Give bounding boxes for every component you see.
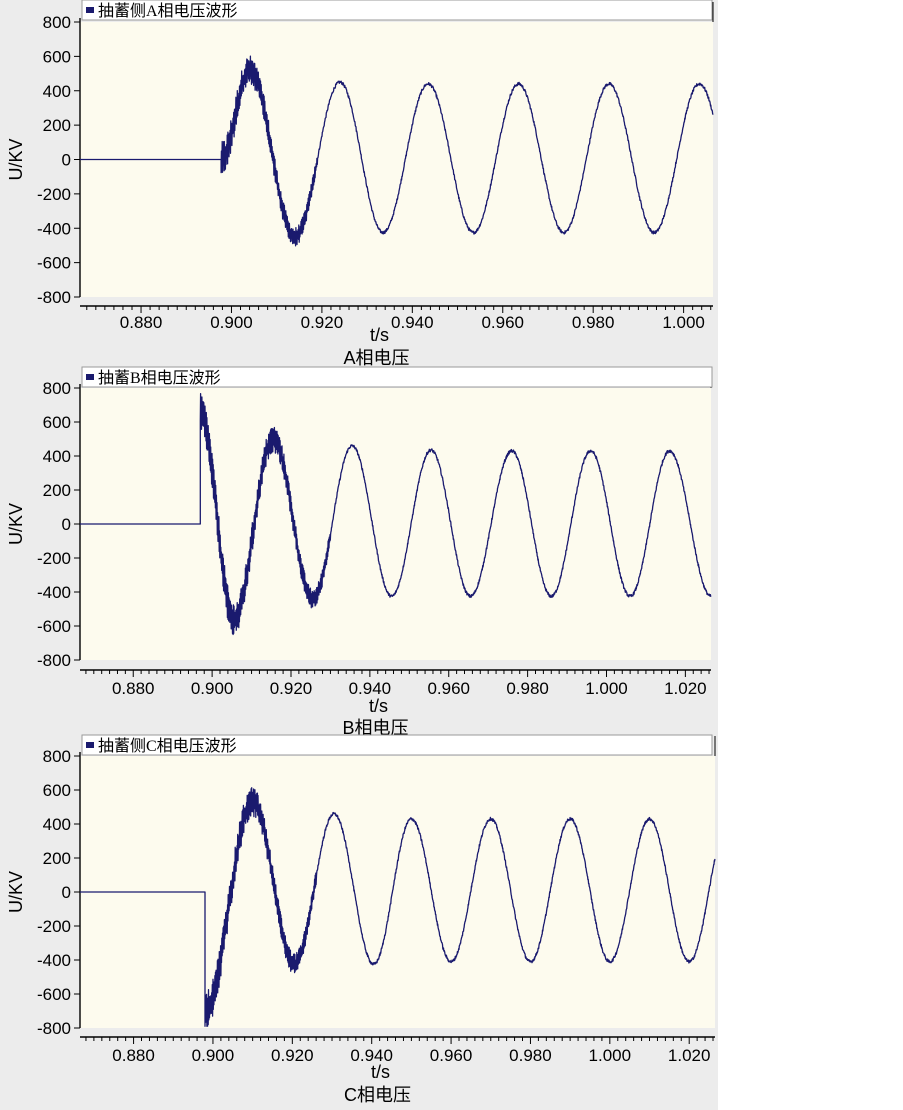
x-tick-label: 1.000 <box>589 1046 632 1065</box>
y-tick-label: -400 <box>37 583 71 602</box>
x-tick-label: 0.920 <box>301 313 344 332</box>
chart-panel-3: 800 600 400 200 0 -200 -400 -600 -800 0.880 0.900 0… <box>0 734 718 1110</box>
x-tick-label: 0.880 <box>112 679 155 698</box>
legend-swatch <box>86 374 94 380</box>
legend-frame <box>81 0 713 21</box>
y-axis-title: U/KV <box>6 503 26 545</box>
x-tick-label: 0.900 <box>191 679 234 698</box>
legend-swatch <box>86 7 94 13</box>
y-tick-label: -800 <box>37 288 71 307</box>
y-tick-label: 600 <box>43 413 71 432</box>
y-tick-label: 800 <box>43 13 71 32</box>
x-tick-label: 0.940 <box>349 679 392 698</box>
y-tick-label: 800 <box>43 747 71 766</box>
x-tick-label: 0.920 <box>271 1046 314 1065</box>
y-axis-title: U/KV <box>6 871 26 913</box>
legend-label: 抽蓄B相电压波形 <box>98 369 221 387</box>
y-axis-title: U/KV <box>6 138 26 180</box>
chart-caption: A相电压 <box>343 348 409 368</box>
x-tick-label: 0.980 <box>572 313 615 332</box>
x-tick-label: 0.920 <box>270 679 313 698</box>
chart-panel-2: 800 600 400 200 0 -200 -400 -600 -800 0.880 0.900 0… <box>0 366 718 738</box>
y-tick-label: -800 <box>37 1019 71 1038</box>
x-tick-label: 1.000 <box>662 313 705 332</box>
y-tick-label: 0 <box>62 515 71 534</box>
x-tick-label: 0.960 <box>481 313 524 332</box>
y-tick-label: -800 <box>37 651 71 670</box>
y-tick-label: -200 <box>37 549 71 568</box>
legend-swatch <box>86 742 94 748</box>
x-tick-label: 0.880 <box>112 1046 155 1065</box>
x-tick-label: 0.960 <box>427 679 470 698</box>
y-tick-label: 600 <box>43 781 71 800</box>
y-tick-label: -200 <box>37 917 71 936</box>
x-axis-title: t/s <box>370 325 389 345</box>
x-tick-label: 0.980 <box>506 679 549 698</box>
legend-frame <box>81 734 713 756</box>
y-tick-label: -400 <box>37 951 71 970</box>
voltage-series-line <box>80 393 712 636</box>
y-tick-label: -400 <box>37 219 71 238</box>
y-tick-label: -200 <box>37 185 71 204</box>
legend-label: 抽蓄侧A相电压波形 <box>98 2 238 20</box>
y-tick-label: 600 <box>43 47 71 66</box>
y-tick-label: -600 <box>37 254 71 273</box>
y-tick-label: -600 <box>37 617 71 636</box>
chart-caption: C相电压 <box>344 1085 411 1105</box>
x-tick-label: 0.900 <box>192 1046 235 1065</box>
x-tick-label: 0.960 <box>430 1046 473 1065</box>
x-axis-title: t/s <box>371 1062 390 1082</box>
y-tick-label: -600 <box>37 985 71 1004</box>
x-axis-title: t/s <box>369 696 388 716</box>
y-tick-label: 0 <box>62 151 71 170</box>
voltage-series-line <box>80 55 714 247</box>
x-tick-label: 0.940 <box>391 313 434 332</box>
chart-caption: B相电压 <box>342 718 408 738</box>
legend-frame <box>81 366 713 388</box>
x-tick-label: 0.980 <box>509 1046 552 1065</box>
y-tick-label: 400 <box>43 815 71 834</box>
x-tick-label: 0.900 <box>210 313 253 332</box>
y-tick-label: 200 <box>43 116 71 135</box>
y-tick-label: 800 <box>43 379 71 398</box>
x-tick-label: 0.940 <box>350 1046 393 1065</box>
voltage-series-line <box>80 787 716 1027</box>
y-tick-label: 400 <box>43 82 71 101</box>
x-tick-label: 0.880 <box>120 313 163 332</box>
x-tick-label: 1.020 <box>664 679 707 698</box>
chart-panel-1: 800 600 400 200 0 -200 -400 -600 -800 0.880 0.900 0… <box>0 0 718 368</box>
legend-label: 抽蓄侧C相电压波形 <box>98 737 237 755</box>
y-tick-label: 200 <box>43 849 71 868</box>
x-tick-label: 1.000 <box>585 679 628 698</box>
x-tick-label: 1.020 <box>668 1046 711 1065</box>
y-tick-label: 0 <box>62 883 71 902</box>
y-tick-label: 200 <box>43 481 71 500</box>
y-tick-label: 400 <box>43 447 71 466</box>
